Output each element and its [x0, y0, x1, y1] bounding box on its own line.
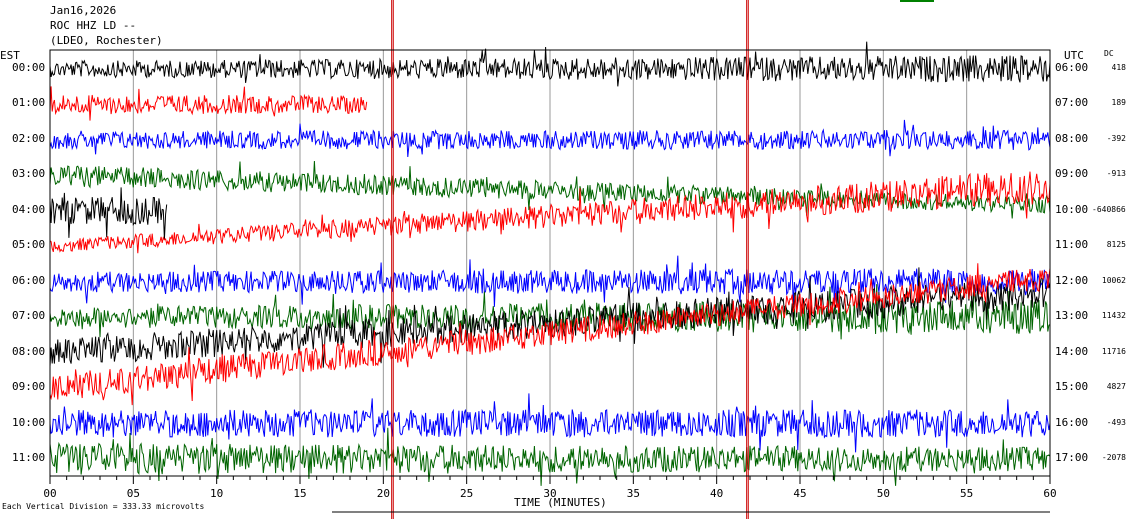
x-tick-label: 60: [1043, 487, 1056, 500]
trace-0400: [49, 187, 168, 240]
header-network: (LDEO, Rochester): [50, 34, 163, 47]
x-tick-label: 10: [210, 487, 223, 500]
est-label: 01:00: [12, 96, 46, 110]
x-tick-label: 05: [127, 487, 140, 500]
x-tick-label: 40: [710, 487, 723, 500]
x-tick-label: 00: [43, 487, 56, 500]
utc-axis-label: UTC: [1064, 49, 1084, 62]
trace-0500: [49, 171, 1051, 254]
header-station: ROC HHZ LD --: [50, 19, 137, 32]
minute-gridlines: [132, 50, 968, 476]
x-tick-label: 55: [960, 487, 973, 500]
trace-1000: [49, 393, 1051, 453]
utc-label: 07:00: [1055, 96, 1089, 110]
dc-offset-label: -913: [1106, 169, 1126, 179]
trace-0600: [49, 255, 1051, 307]
trace-0800: [49, 267, 1051, 368]
trace-0900: [49, 263, 1051, 406]
est-label: 05:00: [12, 238, 46, 252]
dc-offset-label: 418: [1111, 63, 1126, 72]
trace-0000: [49, 41, 1051, 87]
dc-offset-label: 10062: [1101, 275, 1126, 285]
est-label: 00:00: [12, 61, 46, 74]
x-tick-label: 15: [293, 487, 306, 500]
utc-label: 14:00: [1055, 344, 1089, 358]
est-label: 11:00: [12, 450, 46, 464]
event-markers: [391, 0, 749, 519]
utc-label: 13:00: [1055, 309, 1089, 323]
trace-0200: [49, 119, 1051, 158]
header-date: Jan16,2026: [50, 4, 117, 17]
est-label: 09:00: [12, 380, 46, 394]
x-tick-label: 50: [877, 487, 890, 500]
utc-label: 11:00: [1055, 238, 1089, 252]
x-tick-label: 45: [793, 487, 806, 500]
dc-offset-label: -493: [1106, 417, 1126, 427]
dc-offset-label: -392: [1106, 133, 1126, 143]
utc-label: 09:00: [1055, 167, 1089, 181]
x-tick-label: 35: [627, 487, 640, 500]
dc-offset-label: 189: [1111, 98, 1126, 108]
est-axis-label: EST: [0, 49, 20, 62]
utc-label: 15:00: [1055, 380, 1089, 394]
est-label: 02:00: [12, 131, 46, 145]
footer-note: Each Vertical Division = 333.33 microvol…: [2, 502, 205, 511]
utc-label: 08:00: [1055, 131, 1089, 145]
est-label: 03:00: [12, 167, 46, 181]
est-label: 08:00: [12, 344, 46, 358]
trace-0100: [49, 86, 368, 121]
dc-offset-label: 11716: [1101, 346, 1126, 356]
x-axis-ticks: 00 05 10 15 20 25 30 35 40 45 50 55 60: [43, 476, 1057, 500]
x-tick-label: 20: [377, 487, 390, 500]
legend-swatch: [900, 0, 934, 2]
x-tick-label: 25: [460, 487, 473, 500]
seismic-traces: [49, 41, 1051, 486]
utc-label: 06:00: [1055, 61, 1089, 74]
utc-label: 16:00: [1055, 415, 1089, 429]
x-axis-title: TIME (MINUTES): [514, 496, 607, 509]
trace-1100: [49, 427, 1051, 486]
dc-offset-label: 8125: [1106, 240, 1126, 250]
est-label: 04:00: [12, 202, 46, 216]
dc-offset-label: 4827: [1106, 382, 1126, 392]
trace-0300: [49, 160, 1051, 219]
est-label: 10:00: [12, 415, 46, 429]
utc-label: 12:00: [1055, 273, 1089, 287]
dc-axis-label: DC: [1104, 49, 1114, 58]
utc-label: 17:00: [1055, 450, 1089, 464]
x-tick-label: 30: [543, 487, 556, 500]
dc-offset-label: 11432: [1101, 311, 1126, 321]
utc-label: 10:00: [1055, 202, 1089, 216]
dc-offset-label: -2078: [1101, 452, 1126, 462]
est-label: 06:00: [12, 273, 46, 287]
est-label: 07:00: [12, 309, 46, 323]
